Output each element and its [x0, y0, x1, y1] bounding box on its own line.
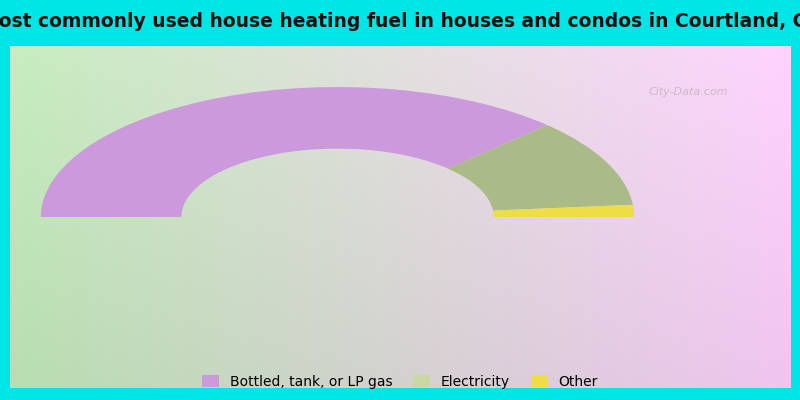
- Wedge shape: [41, 87, 547, 217]
- Text: Most commonly used house heating fuel in houses and condos in Courtland, CA: Most commonly used house heating fuel in…: [0, 12, 800, 31]
- Legend: Bottled, tank, or LP gas, Electricity, Other: Bottled, tank, or LP gas, Electricity, O…: [198, 371, 602, 393]
- Wedge shape: [448, 125, 633, 210]
- Wedge shape: [493, 205, 634, 217]
- Text: City-Data.com: City-Data.com: [649, 87, 728, 97]
